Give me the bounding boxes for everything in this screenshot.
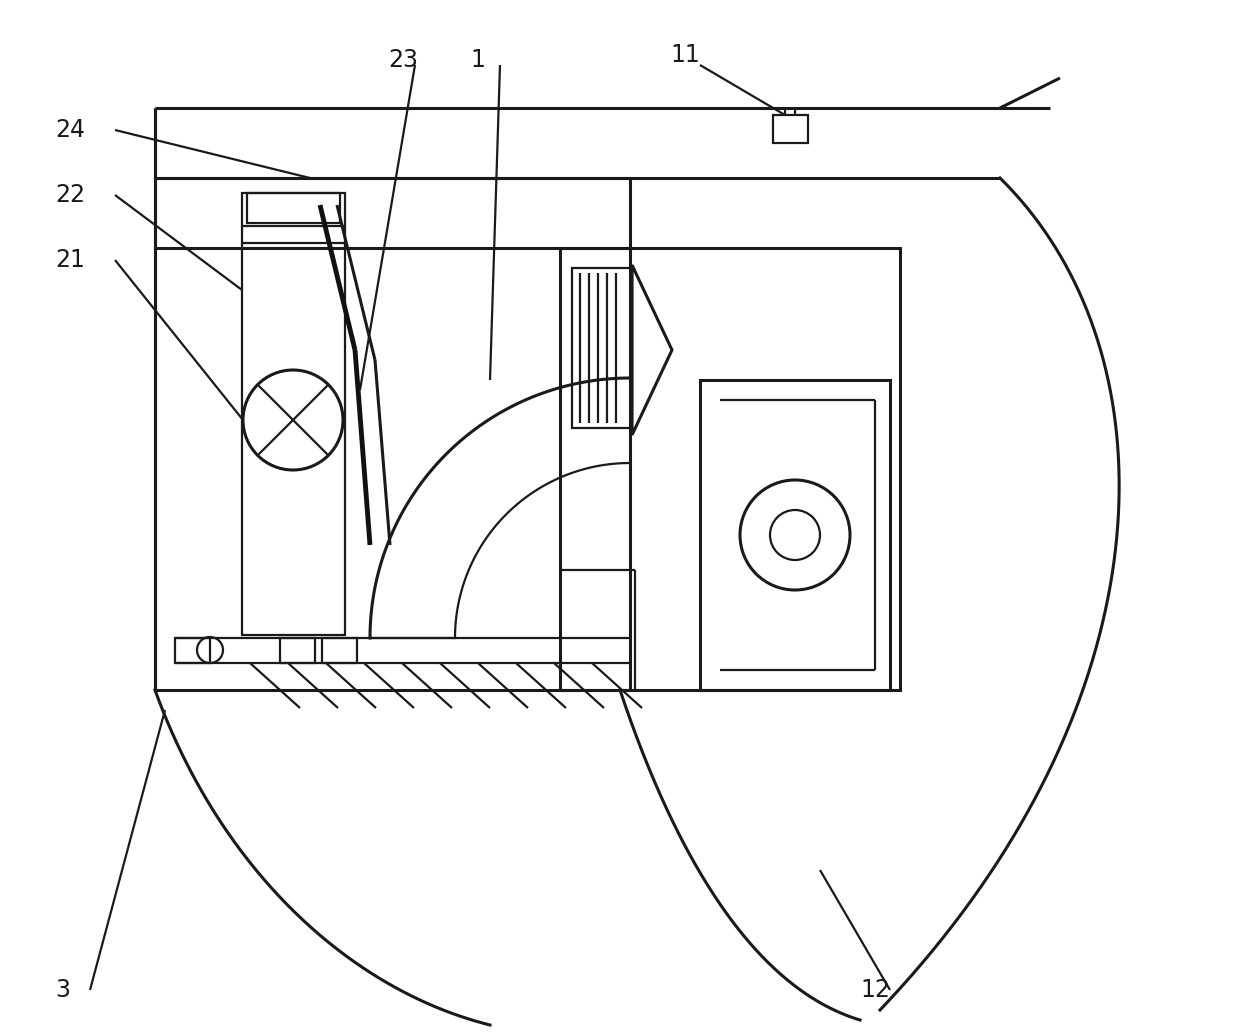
Bar — [280, 638, 315, 663]
Bar — [155, 178, 630, 690]
Text: 11: 11 — [670, 43, 699, 67]
Text: 21: 21 — [55, 248, 84, 272]
Bar — [701, 380, 890, 690]
Bar — [242, 193, 345, 635]
Bar — [773, 115, 808, 143]
Bar — [322, 638, 357, 663]
Text: 1: 1 — [470, 48, 485, 72]
Text: 24: 24 — [55, 118, 86, 142]
Bar — [572, 268, 632, 428]
Bar — [560, 248, 900, 690]
Bar — [247, 193, 340, 223]
Text: 23: 23 — [388, 48, 418, 72]
Bar — [175, 638, 210, 663]
Text: 12: 12 — [861, 978, 890, 1002]
Text: 3: 3 — [55, 978, 69, 1002]
Text: 22: 22 — [55, 183, 86, 207]
